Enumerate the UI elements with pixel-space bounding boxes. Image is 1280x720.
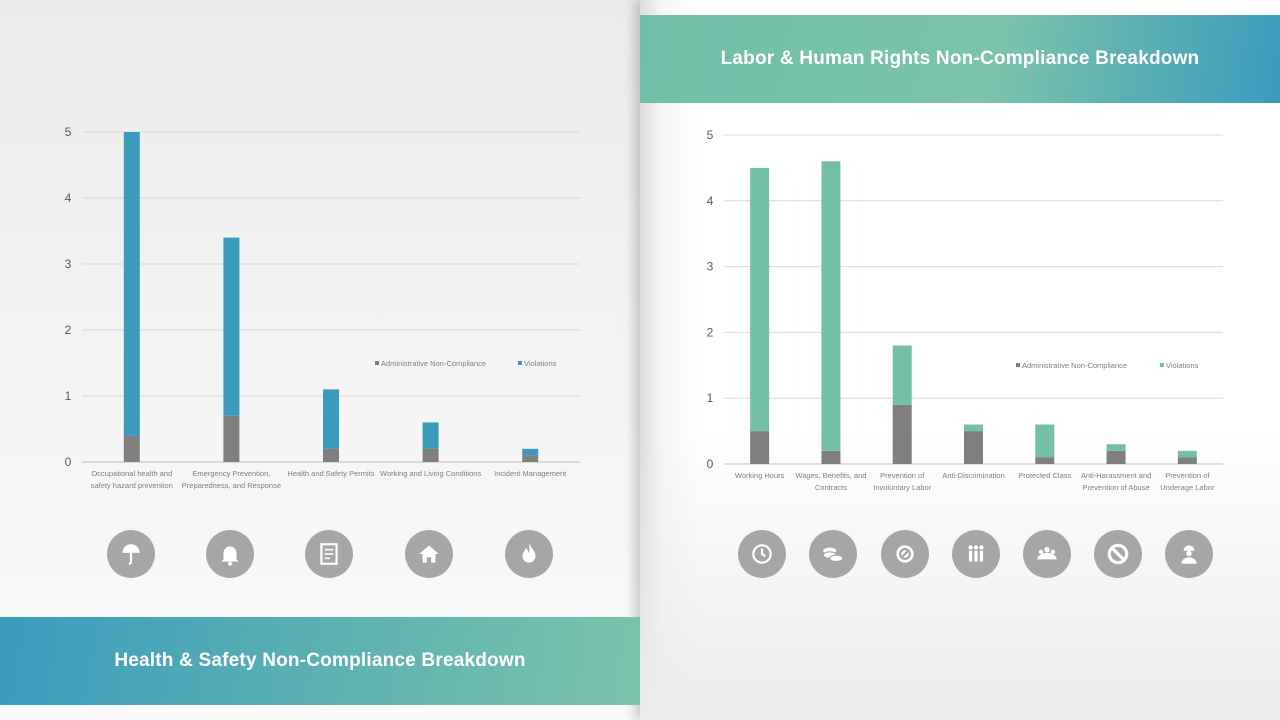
bar-administrative xyxy=(1035,457,1055,464)
bar-violations xyxy=(1035,424,1055,458)
bar-administrative xyxy=(1177,457,1197,464)
y-tick-label: 2 xyxy=(707,325,714,339)
health-chart-banner: Health & Safety Non-Compliance Breakdown xyxy=(0,617,640,705)
bar-violations xyxy=(821,161,841,451)
labor-chart-banner: Labor & Human Rights Non-Compliance Brea… xyxy=(640,15,1280,103)
x-category-label: Wages, Benefits, and xyxy=(795,471,866,480)
flame-icon xyxy=(505,530,553,578)
x-category-label: Emergency Prevention, xyxy=(192,469,270,478)
bar-administrative xyxy=(422,448,439,462)
bar-administrative xyxy=(892,404,912,464)
legend-label: Administrative Non-Compliance xyxy=(1022,361,1127,370)
bar-administrative xyxy=(123,435,140,462)
y-tick-label: 5 xyxy=(65,125,72,139)
bar-violations xyxy=(323,389,339,449)
x-category-label: Contracts xyxy=(815,483,847,492)
x-category-label: Anti-Harassment and xyxy=(1081,471,1151,480)
x-category-label: Preparedness, and Response xyxy=(182,481,281,490)
x-category-label: Working and Living Conditions xyxy=(380,469,481,478)
legend-swatch xyxy=(1160,363,1164,367)
bar-violations xyxy=(522,448,539,456)
bell-icon xyxy=(206,530,254,578)
x-category-label: Prevention of xyxy=(1165,471,1210,480)
bar-violations xyxy=(123,132,140,436)
left-panel xyxy=(0,0,640,720)
legend-swatch xyxy=(1016,363,1020,367)
y-tick-label: 5 xyxy=(707,128,714,142)
x-category-label: Incident Management xyxy=(494,469,567,478)
people-icon xyxy=(952,530,1000,578)
bar-violations xyxy=(750,167,770,432)
bar-administrative xyxy=(522,455,539,462)
bar-administrative xyxy=(323,448,339,462)
x-category-label: Underage Labor xyxy=(1160,483,1215,492)
health-chart-title: Health & Safety Non-Compliance Breakdown xyxy=(114,650,526,671)
bar-administrative xyxy=(964,431,983,464)
labor-chart-title: Labor & Human Rights Non-Compliance Brea… xyxy=(720,48,1200,69)
umbrella-icon xyxy=(107,530,155,578)
right-panel-shade xyxy=(640,430,1280,720)
x-category-label: Occupational health and xyxy=(91,469,172,478)
bar-violations xyxy=(964,424,983,432)
bar-administrative xyxy=(223,415,240,462)
bar-violations xyxy=(892,345,912,405)
y-tick-label: 0 xyxy=(65,455,72,469)
bar-administrative xyxy=(750,431,770,464)
group-icon xyxy=(1023,530,1071,578)
y-tick-label: 4 xyxy=(707,194,714,208)
labor-rights-chart: 0 1 2 3 4 5 Working Hours Wages, Benefits, and C… xyxy=(707,128,1223,492)
x-category-label: Anti-Discrimination xyxy=(942,471,1005,480)
legend-label: Administrative Non-Compliance xyxy=(381,359,486,368)
legend-swatch xyxy=(518,361,522,365)
health-safety-chart: 0 1 2 3 4 5 Occupational health and safety haza… xyxy=(65,125,580,490)
bar-violations xyxy=(422,422,439,449)
bar-violations xyxy=(223,237,240,416)
y-tick-label: 3 xyxy=(65,257,72,271)
coins-icon xyxy=(809,530,857,578)
legend-swatch xyxy=(375,361,379,365)
y-tick-label: 2 xyxy=(65,323,72,337)
y-tick-label: 3 xyxy=(707,260,714,274)
x-category-label: Health and Safety Permits xyxy=(287,469,374,478)
worker-icon xyxy=(1165,530,1213,578)
clock-icon xyxy=(738,530,786,578)
y-tick-label: 1 xyxy=(65,389,72,403)
x-category-label: Involuntary Labor xyxy=(873,483,931,492)
x-category-label: Working Hours xyxy=(735,471,785,480)
x-category-label: Prevention of Abuse xyxy=(1083,483,1150,492)
y-tick-label: 1 xyxy=(707,391,714,405)
document-icon xyxy=(305,530,353,578)
legend-label: Violations xyxy=(1166,361,1199,370)
y-tick-label: 4 xyxy=(65,191,72,205)
bar-administrative xyxy=(1106,450,1126,464)
bar-violations xyxy=(1177,450,1197,458)
x-category-label: safety hazard prevention xyxy=(91,481,173,490)
bar-violations xyxy=(1106,444,1126,451)
legend-label: Violations xyxy=(524,359,557,368)
x-category-label: Prevention of xyxy=(880,471,925,480)
bar-administrative xyxy=(821,450,841,464)
home-icon xyxy=(405,530,453,578)
no-entry-icon xyxy=(881,530,929,578)
prohibited-icon xyxy=(1094,530,1142,578)
y-tick-label: 0 xyxy=(707,457,714,471)
x-category-label: Protected Class xyxy=(1018,471,1071,480)
